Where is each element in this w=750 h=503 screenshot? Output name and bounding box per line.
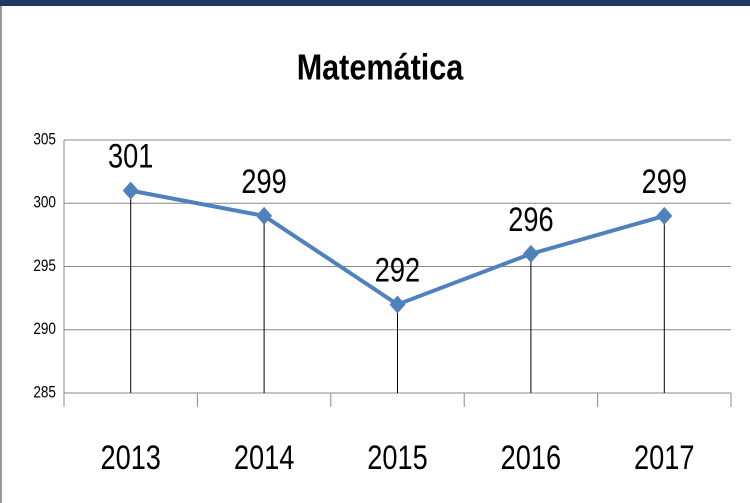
- marker: [256, 206, 273, 225]
- x-tick-label: 2016: [501, 438, 561, 477]
- x-tick-label: 2017: [634, 438, 694, 477]
- top-bar: [0, 0, 750, 6]
- data-label: 301: [108, 137, 153, 176]
- data-label: 299: [642, 162, 687, 201]
- y-tick-label: 305: [33, 130, 56, 149]
- data-label: 296: [508, 200, 553, 239]
- marker: [656, 206, 673, 225]
- x-tick-label: 2014: [234, 438, 294, 477]
- data-label: 292: [375, 251, 420, 290]
- y-tick-label: 295: [33, 257, 56, 276]
- marker: [389, 295, 406, 314]
- y-tick-label: 300: [33, 193, 56, 212]
- y-tick-label: 285: [33, 383, 56, 402]
- y-tick-label: 290: [33, 320, 56, 339]
- marker: [522, 244, 539, 263]
- x-tick-label: 2015: [367, 438, 427, 477]
- chart-title: Matemática: [297, 48, 464, 88]
- x-tick-label: 2013: [100, 438, 160, 477]
- data-label: 299: [241, 162, 286, 201]
- marker: [122, 181, 139, 200]
